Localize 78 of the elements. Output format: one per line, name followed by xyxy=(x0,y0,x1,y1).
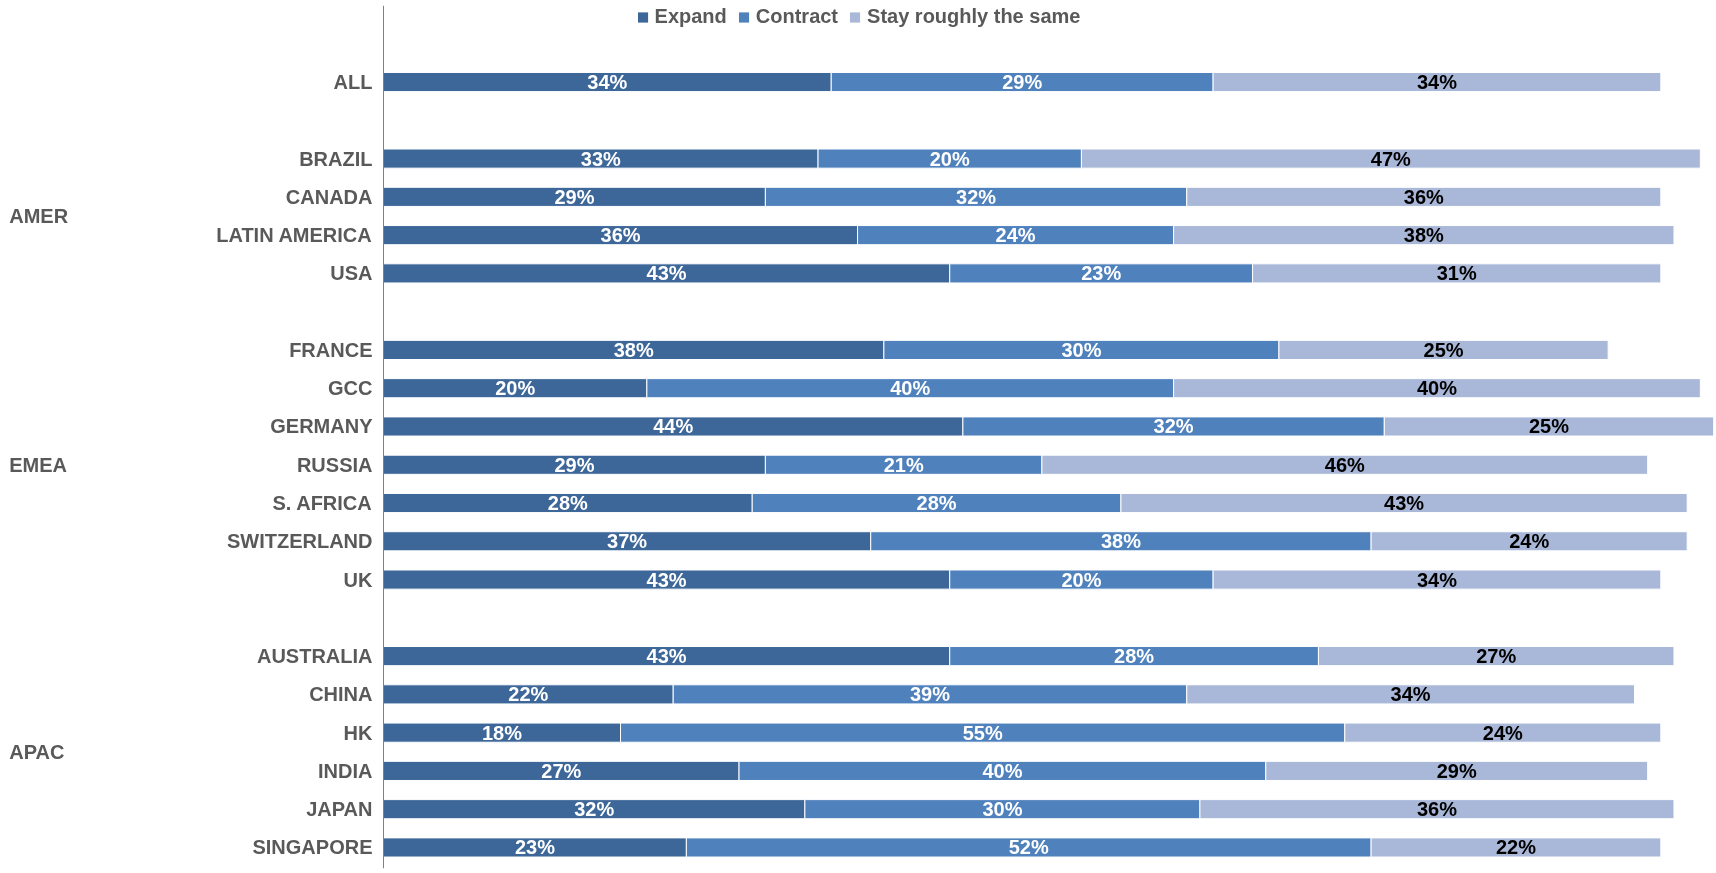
y-tick-label: INDIA xyxy=(318,759,373,782)
data-label: 32% xyxy=(1153,415,1194,438)
data-label: 22% xyxy=(508,683,549,706)
data-label: 29% xyxy=(554,185,595,208)
text: APAC xyxy=(9,740,65,763)
y-tick-label: S. AFRICA xyxy=(272,492,372,515)
data-label: 55% xyxy=(962,721,1003,744)
y-tick-label: ALL xyxy=(333,71,373,94)
data-label: 29% xyxy=(1002,71,1043,94)
data-label: 21% xyxy=(883,453,924,476)
data-label: 43% xyxy=(1384,492,1425,515)
data-label: 40% xyxy=(890,377,931,400)
data-label: 43% xyxy=(646,262,687,285)
y-tick-label: CANADA xyxy=(285,185,373,208)
y-tick-label: CHINA xyxy=(309,683,373,706)
data-label: 24% xyxy=(995,224,1036,247)
data-label: 30% xyxy=(982,798,1023,821)
y-tick-label: USA xyxy=(330,262,373,285)
data-label: 28% xyxy=(916,492,957,515)
legend-label: Contract xyxy=(755,5,839,28)
data-label: 36% xyxy=(600,224,641,247)
y-tick-label: GCC xyxy=(328,377,373,400)
y-tick-label: BRAZIL xyxy=(299,147,373,170)
data-label: 27% xyxy=(541,759,582,782)
text: EMEA xyxy=(9,453,67,476)
data-label: 43% xyxy=(646,568,687,591)
data-label: 52% xyxy=(1008,836,1049,859)
data-label: 36% xyxy=(1416,798,1458,821)
data-label: 23% xyxy=(514,836,556,859)
data-label: 31% xyxy=(1436,262,1477,285)
data-label: 44% xyxy=(653,415,694,438)
data-label: 23% xyxy=(1081,262,1122,285)
data-label: 43% xyxy=(646,645,687,668)
data-label: 32% xyxy=(956,185,997,208)
data-label: 20% xyxy=(929,147,970,170)
data-label: 29% xyxy=(554,453,595,476)
legend-label: Expand xyxy=(654,5,727,28)
y-tick-label: SINGAPORE xyxy=(252,836,373,859)
data-label: 37% xyxy=(607,530,648,553)
data-label: 28% xyxy=(1114,645,1155,668)
data-label: 38% xyxy=(1403,224,1445,247)
data-label: 34% xyxy=(587,71,628,94)
data-label: 18% xyxy=(482,721,523,744)
data-label: 40% xyxy=(982,759,1023,782)
data-label: 25% xyxy=(1528,415,1570,438)
data-label: 24% xyxy=(1482,721,1524,744)
data-label: 25% xyxy=(1423,338,1464,361)
legend-label: Stay roughly the same xyxy=(867,5,1081,28)
y-tick-label: RUSSIA xyxy=(296,453,373,476)
y-tick-label: SWITZERLAND xyxy=(226,530,373,553)
y-tick-label: JAPAN xyxy=(306,798,373,821)
y-tick-label: LATIN AMERICA xyxy=(216,224,372,247)
y-tick-label: AUSTRALIA xyxy=(256,645,373,668)
data-label: 34% xyxy=(1390,683,1431,706)
y-tick-label: UK xyxy=(343,568,374,591)
data-label: 22% xyxy=(1495,836,1537,859)
data-label: 28% xyxy=(547,492,589,515)
y-tick-label: FRANCE xyxy=(289,338,373,361)
text: AMER xyxy=(9,204,69,227)
data-label: 34% xyxy=(1416,568,1458,591)
data-label: 30% xyxy=(1061,338,1102,361)
data-label: 40% xyxy=(1416,377,1458,400)
data-label: 39% xyxy=(909,683,951,706)
data-label: 24% xyxy=(1509,530,1550,553)
data-label: 20% xyxy=(495,377,536,400)
data-label: 38% xyxy=(1100,530,1142,553)
y-tick-label: GERMANY xyxy=(270,415,374,438)
data-label: 29% xyxy=(1436,759,1477,782)
data-label: 47% xyxy=(1370,147,1412,170)
data-label: 34% xyxy=(1416,71,1458,94)
data-label: 20% xyxy=(1061,568,1102,591)
data-label: 32% xyxy=(574,798,615,821)
data-label: 33% xyxy=(580,147,622,170)
data-label: 27% xyxy=(1476,645,1517,668)
data-label: 36% xyxy=(1403,185,1445,208)
y-tick-label: HK xyxy=(343,721,374,744)
data-label: 38% xyxy=(613,338,654,361)
data-label: 46% xyxy=(1324,453,1366,476)
